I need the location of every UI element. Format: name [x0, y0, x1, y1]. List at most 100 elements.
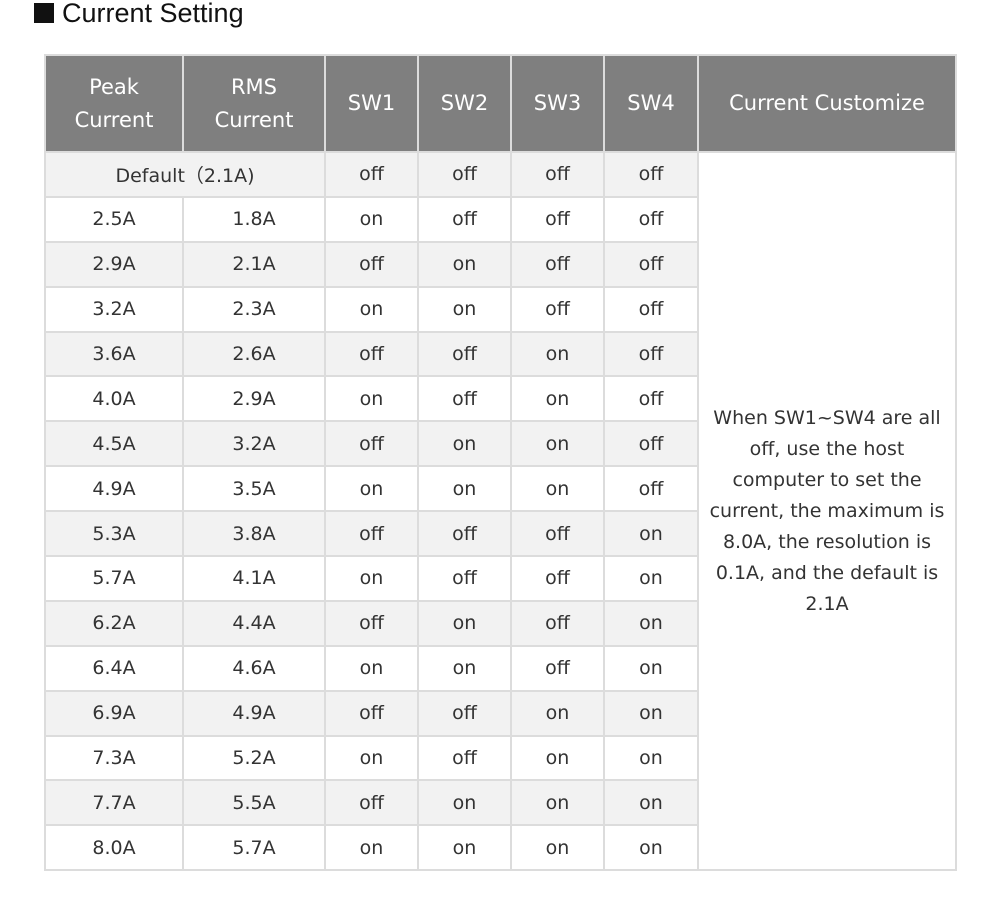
sw1-cell: off	[324, 599, 419, 647]
sw1-cell: off	[324, 510, 419, 558]
current-customize-note: When SW1~SW4 are all off, use the host c…	[697, 150, 957, 872]
sw3-cell: on	[510, 689, 605, 737]
sw2-cell: off	[417, 555, 512, 602]
current-setting-table: Peak Current RMS Current SW1 SW2 SW3 SW4 C…	[44, 54, 957, 872]
sw3-cell: on	[510, 824, 605, 872]
peak-cell: 7.3A	[44, 734, 184, 782]
sw2-cell: on	[417, 779, 512, 827]
sw2-cell: on	[417, 285, 512, 333]
header-peak-line2: Current	[74, 107, 154, 132]
sw3-cell: on	[510, 465, 605, 513]
sw2-cell: on	[417, 465, 512, 513]
sw4-cell: off	[603, 285, 699, 333]
default-sw2-cell: off	[417, 151, 512, 198]
sw2-cell: off	[417, 375, 512, 423]
rms-cell: 5.5A	[182, 779, 326, 827]
peak-cell: 6.4A	[44, 644, 184, 692]
sw4-cell: on	[603, 555, 699, 602]
rms-cell: 2.6A	[182, 330, 326, 378]
sw3-cell: on	[510, 779, 605, 827]
sw1-cell: off	[324, 779, 419, 827]
default-sw1-cell: off	[324, 151, 419, 198]
sw1-cell: on	[324, 375, 419, 423]
sw4-cell: off	[603, 420, 699, 468]
header-rms-line1: RMS	[230, 74, 278, 99]
sw3-cell: off	[510, 240, 605, 288]
header-current-customize: Current Customize	[697, 54, 957, 153]
rms-cell: 3.8A	[182, 510, 326, 558]
peak-cell: 5.7A	[44, 555, 184, 602]
sw3-cell: off	[510, 510, 605, 558]
peak-cell: 5.3A	[44, 510, 184, 558]
table-header: Peak Current RMS Current SW1 SW2 SW3 SW4 C…	[44, 54, 957, 153]
sw2-cell: on	[417, 599, 512, 647]
sw4-cell: on	[603, 644, 699, 692]
sw4-cell: on	[603, 510, 699, 558]
rms-cell: 5.7A	[182, 824, 326, 872]
header-sw1: SW1	[324, 54, 419, 153]
sw1-cell: on	[324, 465, 419, 513]
table-row: 6.2A 4.4A off on off on	[44, 599, 956, 647]
peak-cell: 3.6A	[44, 330, 184, 378]
sw2-cell: on	[417, 240, 512, 288]
table-row: 4.5A 3.2A off on on off	[44, 420, 956, 468]
sw1-cell: on	[324, 734, 419, 782]
sw2-cell: off	[417, 689, 512, 737]
sw2-cell: on	[417, 824, 512, 872]
rms-cell: 3.5A	[182, 465, 326, 513]
sw1-cell: on	[324, 195, 419, 243]
table-row: 3.6A 2.6A off off on off	[44, 330, 956, 378]
sw2-cell: off	[417, 195, 512, 243]
sw3-cell: on	[510, 375, 605, 423]
rms-cell: 4.4A	[182, 599, 326, 647]
rms-cell: 2.9A	[182, 375, 326, 423]
peak-cell: 6.9A	[44, 689, 184, 737]
rms-cell: 3.2A	[182, 420, 326, 468]
sw1-cell: on	[324, 644, 419, 692]
sw3-cell: on	[510, 420, 605, 468]
table-body: Default（2.1A) off off off off When SW1~S…	[44, 150, 957, 872]
peak-cell: 4.5A	[44, 420, 184, 468]
header-peak-current: Peak Current	[44, 54, 184, 153]
peak-cell: 8.0A	[44, 824, 184, 872]
sw3-cell: off	[510, 599, 605, 647]
sw4-cell: off	[603, 375, 699, 423]
peak-cell: 4.0A	[44, 375, 184, 423]
table-row: 5.7A 4.1A on off off on	[44, 555, 956, 602]
default-sw4-cell: off	[603, 151, 699, 198]
header-sw4: SW4	[603, 54, 699, 153]
sw3-cell: off	[510, 555, 605, 602]
rms-cell: 2.1A	[182, 240, 326, 288]
header-sw2: SW2	[417, 54, 512, 153]
sw4-cell: off	[603, 465, 699, 513]
table-row: 8.0A 5.7A on on on on	[44, 824, 956, 872]
section-title: Current Setting	[62, 0, 244, 28]
peak-cell: 4.9A	[44, 465, 184, 513]
peak-cell: 3.2A	[44, 285, 184, 333]
header-sw3: SW3	[510, 54, 605, 153]
sw2-cell: off	[417, 330, 512, 378]
sw2-cell: on	[417, 420, 512, 468]
sw2-cell: off	[417, 510, 512, 558]
sw1-cell: on	[324, 824, 419, 872]
black-square-bullet-icon	[34, 3, 54, 23]
sw3-cell: off	[510, 644, 605, 692]
rms-cell: 1.8A	[182, 195, 326, 243]
sw4-cell: on	[603, 734, 699, 782]
header-rms-current: RMS Current	[182, 54, 326, 153]
peak-cell: 2.9A	[44, 240, 184, 288]
rms-cell: 4.1A	[182, 555, 326, 602]
sw2-cell: off	[417, 734, 512, 782]
table-row: 4.0A 2.9A on off on off	[44, 375, 956, 423]
sw4-cell: on	[603, 689, 699, 737]
default-label-cell: Default（2.1A)	[44, 151, 326, 198]
sw3-cell: off	[510, 195, 605, 243]
sw4-cell: on	[603, 824, 699, 872]
peak-cell: 7.7A	[44, 779, 184, 827]
table-row: 7.3A 5.2A on off on on	[44, 734, 956, 782]
sw1-cell: off	[324, 420, 419, 468]
header-rms-line2: Current	[214, 107, 294, 132]
rms-cell: 2.3A	[182, 285, 326, 333]
sw4-cell: on	[603, 599, 699, 647]
rms-cell: 5.2A	[182, 734, 326, 782]
